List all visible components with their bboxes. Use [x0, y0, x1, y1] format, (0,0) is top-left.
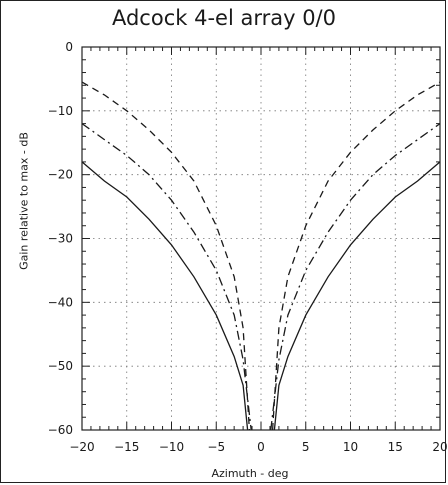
axes-box: [81, 46, 441, 431]
chart-title: Adcock 4-el array 0/0: [111, 6, 336, 30]
y-tick-label: 0: [65, 40, 73, 54]
x-tick-label: 20: [432, 440, 447, 454]
y-tick-label: −30: [48, 232, 73, 246]
x-tick-label: −10: [159, 440, 184, 454]
x-tick-label: 15: [388, 440, 403, 454]
x-tick-label: 5: [302, 440, 310, 454]
y-tick-label: −40: [48, 295, 73, 309]
series-line-dashed-left: [81, 81, 251, 431]
axis-ticks: [81, 46, 441, 431]
y-tick-label: −20: [48, 168, 73, 182]
x-tick-label: 0: [257, 440, 265, 454]
series-line-dashdot-left: [81, 123, 252, 431]
x-tick-label: 10: [343, 440, 358, 454]
tick-labels: −20 −15 −10 −5 0 5 10 15 200−10−20−30−40−50−60: [48, 40, 448, 454]
y-tick-label: −50: [48, 359, 73, 373]
series-line-dashed-right: [271, 81, 441, 431]
series-line-dashdot-right: [270, 123, 441, 431]
x-tick-label: −20: [69, 440, 94, 454]
x-tick-label: −15: [114, 440, 139, 454]
x-axis-label: Azimuth - deg: [211, 467, 289, 480]
x-tick-label: −5: [207, 440, 225, 454]
y-tick-label: −60: [48, 423, 73, 437]
y-tick-label: −10: [48, 104, 73, 118]
data-series: [81, 81, 441, 431]
series-line-solid-left: [81, 161, 249, 431]
series-line-solid-right: [273, 161, 441, 431]
grid-lines: [82, 47, 440, 430]
